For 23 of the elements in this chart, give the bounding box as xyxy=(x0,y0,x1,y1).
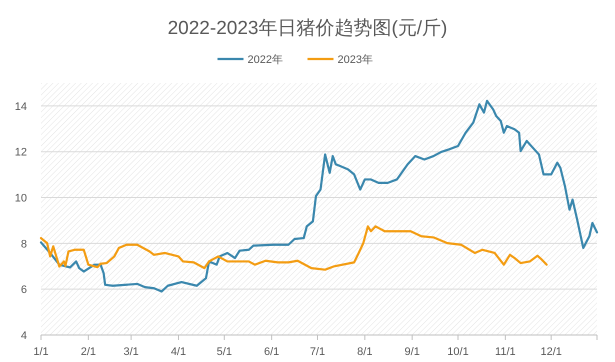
legend-label: 2022年 xyxy=(248,54,283,66)
line-series xyxy=(40,100,598,293)
x-tick-label: 7/1 xyxy=(310,346,326,358)
y-tick-label: 14 xyxy=(14,100,27,113)
x-tick-label: 2/1 xyxy=(80,346,96,358)
y-tick-label: 10 xyxy=(14,192,27,205)
chart-title: 2022-2023年日猪价趋势图(元/斤) xyxy=(168,18,448,39)
x-tick-label: 1/1 xyxy=(33,346,49,358)
x-tick-label: 8/1 xyxy=(357,346,372,358)
y-tick-label: 6 xyxy=(20,284,27,296)
x-tick-label: 6/1 xyxy=(264,346,280,358)
x-tick-label: 5/1 xyxy=(216,346,232,358)
y-tick-label: 12 xyxy=(14,146,27,159)
y-tick-label: 8 xyxy=(20,238,27,250)
x-tick-label: 9/1 xyxy=(404,346,420,358)
x-tick-label: 11/1 xyxy=(495,346,516,358)
x-tick-label: 12/1 xyxy=(540,346,562,358)
legend-label: 2023年 xyxy=(338,54,373,66)
x-tick-label: 4/1 xyxy=(170,346,186,358)
x-tick-label: 3/1 xyxy=(123,346,139,358)
line-series xyxy=(40,225,548,271)
x-tick-label: 10/1 xyxy=(447,346,469,358)
y-tick-label: 4 xyxy=(20,330,27,342)
